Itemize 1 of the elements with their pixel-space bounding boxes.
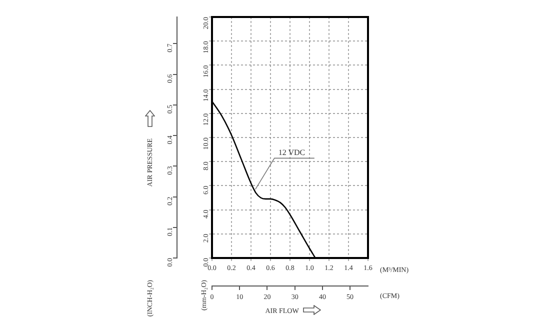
text: 12 VDC [278, 148, 306, 158]
